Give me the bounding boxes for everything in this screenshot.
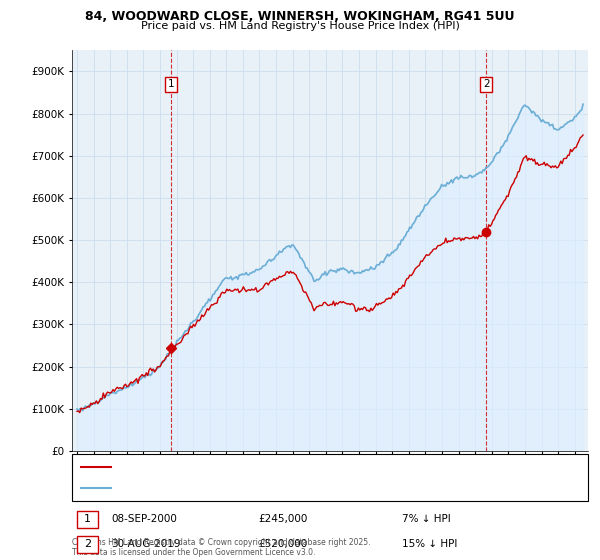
Text: 1: 1 xyxy=(84,514,91,524)
Text: 08-SEP-2000: 08-SEP-2000 xyxy=(111,514,177,524)
Text: HPI: Average price, detached house, Wokingham: HPI: Average price, detached house, Woki… xyxy=(117,483,338,492)
Text: 84, WOODWARD CLOSE, WINNERSH, WOKINGHAM, RG41 5UU (detached house): 84, WOODWARD CLOSE, WINNERSH, WOKINGHAM,… xyxy=(117,463,478,472)
Text: 84, WOODWARD CLOSE, WINNERSH, WOKINGHAM, RG41 5UU: 84, WOODWARD CLOSE, WINNERSH, WOKINGHAM,… xyxy=(85,10,515,23)
Text: £520,000: £520,000 xyxy=(258,539,307,549)
Text: £245,000: £245,000 xyxy=(258,514,307,524)
Text: 30-AUG-2019: 30-AUG-2019 xyxy=(111,539,181,549)
Text: Price paid vs. HM Land Registry's House Price Index (HPI): Price paid vs. HM Land Registry's House … xyxy=(140,21,460,31)
Text: 15% ↓ HPI: 15% ↓ HPI xyxy=(402,539,457,549)
Text: Contains HM Land Registry data © Crown copyright and database right 2025.
This d: Contains HM Land Registry data © Crown c… xyxy=(72,538,371,557)
Text: 7% ↓ HPI: 7% ↓ HPI xyxy=(402,514,451,524)
Text: 2: 2 xyxy=(84,539,91,549)
Text: 2: 2 xyxy=(483,79,490,89)
Text: 1: 1 xyxy=(168,79,175,89)
